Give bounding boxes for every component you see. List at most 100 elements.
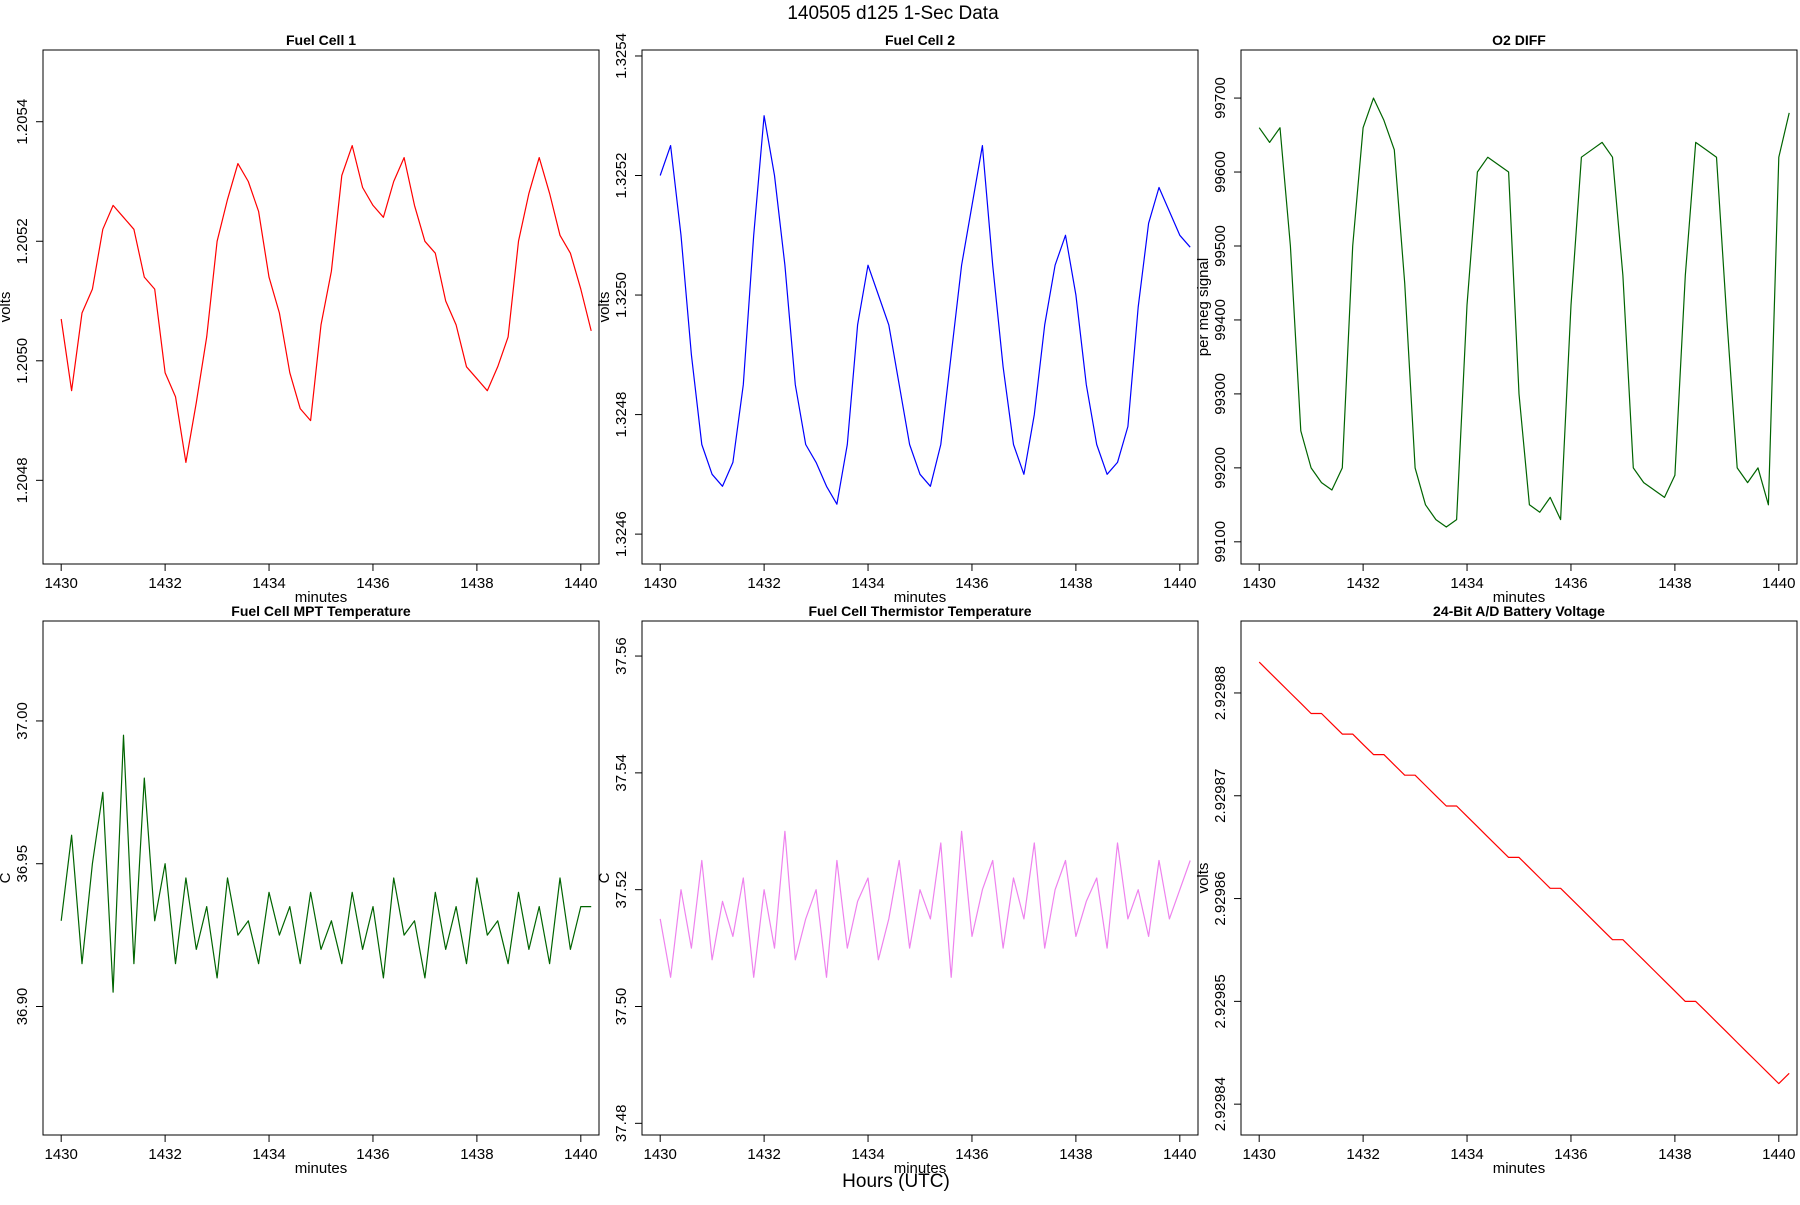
- y-axis: 2.92984 2.92985 2.92986 2.92987 2.92988: [1212, 666, 1242, 1131]
- y-tick-label: 36.95: [14, 845, 31, 883]
- x-tick-label: 1432: [148, 575, 181, 592]
- y-tick-label: 36.90: [14, 988, 31, 1026]
- x-tick-label: 1430: [1242, 575, 1275, 592]
- y-axis: 99100 99200 99300 99400 99500 99600 99700: [1212, 77, 1242, 563]
- x-tick-label: 1436: [1554, 575, 1587, 592]
- x-tick-label: 1440: [564, 575, 597, 592]
- x-tick-label: 1432: [148, 1146, 181, 1163]
- x-tick-label: 1440: [1163, 575, 1196, 592]
- x-tick-label: 1430: [643, 575, 676, 592]
- x-axis: 1430 1432 1434 1436 1438 1440: [1242, 1134, 1796, 1163]
- y-tick-label: 99500: [1212, 225, 1229, 267]
- y-tick-label: 1.2054: [14, 99, 31, 145]
- chart-panel: Fuel Cell Thermistor Temperature 1430 1432…: [596, 603, 1199, 1177]
- x-tick-label: 1438: [460, 1146, 493, 1163]
- figure-title: 140505 d125 1-Sec Data: [787, 3, 999, 24]
- y-tick-label: 99100: [1212, 521, 1229, 563]
- x-tick-label: 1430: [1242, 1146, 1275, 1163]
- x-tick-label: 1430: [44, 575, 77, 592]
- x-tick-label: 1434: [1450, 575, 1483, 592]
- chart-title: Fuel Cell Thermistor Temperature: [808, 603, 1031, 619]
- chart-title: O2 DIFF: [1492, 32, 1546, 48]
- series-line: [1258, 97, 1790, 528]
- y-tick-label: 99400: [1212, 299, 1229, 341]
- x-tick-label: 1432: [1346, 575, 1379, 592]
- y-axis-label: C: [0, 872, 14, 883]
- y-tick-label: 2.92987: [1212, 769, 1229, 823]
- x-tick-label: 1430: [643, 1146, 676, 1163]
- y-tick-label: 2.92988: [1212, 666, 1229, 720]
- x-tick-label: 1440: [564, 1146, 597, 1163]
- series-line: [659, 830, 1191, 978]
- x-tick-label: 1438: [1059, 1146, 1092, 1163]
- series-line: [60, 734, 592, 993]
- x-axis: 1430 1432 1434 1436 1438 1440: [44, 563, 598, 592]
- y-axis-label: volts: [596, 292, 613, 323]
- x-tick-label: 1434: [252, 1146, 285, 1163]
- x-axis-label: minutes: [894, 1160, 947, 1177]
- x-axis: 1430 1432 1434 1436 1438 1440: [643, 1134, 1197, 1163]
- y-tick-label: 1.3248: [613, 392, 630, 438]
- y-tick-label: 2.92984: [1212, 1077, 1229, 1131]
- x-tick-label: 1434: [851, 575, 884, 592]
- y-tick-label: 1.3246: [613, 511, 630, 557]
- y-tick-label: 1.3250: [613, 272, 630, 318]
- y-axis-label: per meg signal: [1195, 258, 1212, 356]
- y-tick-label: 2.92985: [1212, 974, 1229, 1028]
- y-tick-label: 1.3252: [613, 153, 630, 199]
- plot-frame: [1240, 620, 1798, 1136]
- x-tick-label: 1438: [460, 575, 493, 592]
- plot-frame: [641, 49, 1199, 565]
- series-line: [1258, 661, 1790, 1085]
- y-tick-label: 1.2052: [14, 218, 31, 264]
- x-tick-label: 1430: [44, 1146, 77, 1163]
- x-tick-label: 1434: [252, 575, 285, 592]
- y-tick-label: 37.54: [613, 754, 630, 792]
- y-axis: 1.3246 1.3248 1.3250 1.3252 1.3254: [613, 33, 643, 557]
- x-axis-label: minutes: [295, 1160, 348, 1177]
- y-tick-label: 99600: [1212, 151, 1229, 193]
- y-axis: 36.90 36.95 37.00: [14, 702, 44, 1026]
- y-tick-label: 99300: [1212, 373, 1229, 415]
- x-axis-label: minutes: [1493, 589, 1546, 606]
- x-tick-label: 1436: [356, 1146, 389, 1163]
- y-tick-label: 2.92986: [1212, 871, 1229, 925]
- y-tick-label: 37.56: [613, 637, 630, 675]
- x-tick-label: 1440: [1762, 1146, 1795, 1163]
- x-tick-label: 1432: [747, 1146, 780, 1163]
- x-tick-label: 1436: [356, 575, 389, 592]
- y-axis-label: volts: [1195, 863, 1212, 894]
- x-tick-label: 1438: [1658, 575, 1691, 592]
- x-tick-label: 1432: [1346, 1146, 1379, 1163]
- y-axis: 37.48 37.50 37.52 37.54 37.56: [613, 637, 643, 1142]
- x-tick-label: 1436: [1554, 1146, 1587, 1163]
- y-tick-label: 37.50: [613, 988, 630, 1026]
- plot-frame: [1240, 49, 1798, 565]
- plot-frame: [42, 620, 600, 1136]
- x-tick-label: 1438: [1059, 575, 1092, 592]
- y-axis-label: C: [596, 872, 613, 883]
- y-tick-label: 37.52: [613, 871, 630, 909]
- series-line: [659, 115, 1191, 505]
- y-tick-label: 1.3254: [613, 33, 630, 79]
- x-axis-label: minutes: [295, 589, 348, 606]
- chart-title: 24-Bit A/D Battery Voltage: [1433, 603, 1605, 619]
- x-tick-label: 1440: [1762, 575, 1795, 592]
- x-tick-label: 1438: [1658, 1146, 1691, 1163]
- x-axis-label: minutes: [894, 589, 947, 606]
- y-tick-label: 1.2050: [14, 338, 31, 384]
- chart-panel: Fuel Cell 1 1430 1432 1434 1436 1438 1440 minut…: [0, 32, 600, 606]
- chart-title: Fuel Cell 1: [286, 32, 356, 48]
- series-line: [60, 145, 592, 463]
- x-axis-label: minutes: [1493, 1160, 1546, 1177]
- x-axis: 1430 1432 1434 1436 1438 1440: [643, 563, 1197, 592]
- chart-title: Fuel Cell MPT Temperature: [231, 603, 411, 619]
- x-tick-label: 1436: [955, 575, 988, 592]
- chart-title: Fuel Cell 2: [885, 32, 955, 48]
- chart-panel: Fuel Cell MPT Temperature 1430 1432 1434 143…: [0, 603, 600, 1177]
- x-tick-label: 1432: [747, 575, 780, 592]
- y-tick-label: 99200: [1212, 447, 1229, 489]
